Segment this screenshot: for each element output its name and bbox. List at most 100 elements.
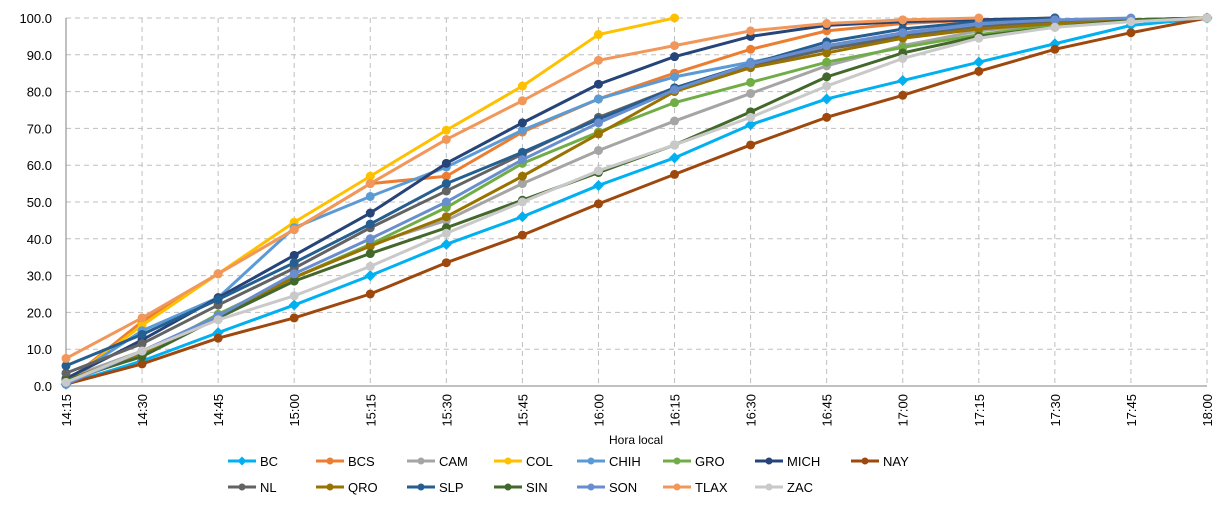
data-point-bcs — [326, 457, 334, 465]
legend-label-mich: MICH — [787, 454, 820, 469]
data-point-cam — [670, 116, 680, 126]
x-tick-label: 17:00 — [896, 394, 911, 427]
legend: BC BCS CAM COL CHIH GRO MICH NAY NL QRO SLP SIN SON T… — [228, 454, 909, 495]
data-point-chih — [587, 457, 595, 465]
data-point-nl — [238, 483, 246, 491]
data-point-slp — [137, 329, 147, 339]
legend-item-bcs: BCS — [316, 454, 375, 469]
data-point-bc — [516, 211, 528, 223]
data-point-tlax — [441, 134, 451, 144]
data-point-son — [746, 59, 756, 69]
data-point-col — [670, 13, 680, 23]
data-point-nay — [441, 258, 451, 268]
data-point-nay — [517, 230, 527, 240]
y-tick-label: 40.0 — [27, 232, 52, 247]
x-tick-labels: 14:15 14:30 14:45 15:00 15:15 15:30 15:45 16:00… — [59, 394, 1215, 427]
data-point-son — [517, 155, 527, 165]
legend-item-tlax: TLAX — [663, 480, 728, 495]
data-point-nay — [898, 90, 908, 100]
series-tlax — [61, 13, 984, 363]
x-tick-label: 16:45 — [820, 394, 835, 427]
legend-label-tlax: TLAX — [695, 480, 728, 495]
data-point-zac — [213, 315, 223, 325]
x-tick-label: 15:30 — [439, 394, 454, 427]
data-point-bc — [440, 238, 452, 250]
data-point-zac — [137, 346, 147, 356]
series-line-bc — [65, 16, 1208, 386]
y-tick-label: 80.0 — [27, 85, 52, 100]
series-line-zac — [65, 16, 1208, 384]
legend-item-gro: GRO — [663, 454, 725, 469]
data-point-nay — [213, 333, 223, 343]
data-point-mich — [670, 52, 680, 62]
y-tick-labels: 0.0 10.0 20.0 30.0 40.0 50.0 60.0 70.0 80.0 90.0 1… — [19, 11, 52, 394]
data-point-tlax — [822, 19, 832, 29]
data-point-nl — [61, 368, 71, 378]
data-point-chih — [593, 94, 603, 104]
data-point-mich — [441, 158, 451, 168]
legend-label-col: COL — [526, 454, 553, 469]
data-point-qro — [441, 212, 451, 222]
legend-label-nl: NL — [260, 480, 277, 495]
legend-label-qro: QRO — [348, 480, 378, 495]
y-tick-label: 70.0 — [27, 121, 52, 136]
data-point-bc — [745, 119, 757, 131]
series-line-slp — [65, 16, 1055, 368]
legend-label-nay: NAY — [883, 454, 909, 469]
data-point-nay — [593, 199, 603, 209]
data-point-bc — [821, 93, 833, 105]
data-point-mich — [289, 250, 299, 260]
x-tick-label: 17:30 — [1048, 394, 1063, 427]
data-point-nay — [861, 457, 869, 465]
x-tick-label: 16:00 — [591, 394, 606, 427]
data-point-zac — [974, 33, 984, 43]
data-point-tlax — [61, 353, 71, 363]
data-point-col — [365, 171, 375, 181]
data-point-gro — [822, 57, 832, 67]
x-axis-title: Hora local — [609, 433, 663, 447]
data-point-zac — [670, 140, 680, 150]
data-point-son — [593, 118, 603, 128]
data-point-slp — [517, 147, 527, 157]
series-line-qro — [65, 16, 1208, 382]
data-point-son — [587, 483, 595, 491]
data-point-gro — [670, 98, 680, 108]
data-point-mich — [765, 457, 773, 465]
data-point-tlax — [746, 26, 756, 36]
legend-item-cam: CAM — [407, 454, 468, 469]
x-tick-label: 15:15 — [363, 394, 378, 427]
series-line-nay — [65, 16, 1208, 386]
data-point-chih — [670, 72, 680, 82]
data-point-chih — [365, 191, 375, 201]
y-tick-label: 90.0 — [27, 48, 52, 63]
y-tick-label: 100.0 — [19, 11, 52, 26]
legend-item-zac: ZAC — [755, 480, 813, 495]
data-point-qro — [326, 483, 334, 491]
data-point-slp — [365, 219, 375, 229]
series-son — [61, 13, 1136, 389]
data-point-nay — [670, 169, 680, 179]
legend-item-chih: CHIH — [577, 454, 641, 469]
legend-label-gro: GRO — [695, 454, 725, 469]
data-point-son — [670, 85, 680, 95]
data-point-gro — [673, 457, 681, 465]
y-tick-label: 50.0 — [27, 195, 52, 210]
data-point-slp — [213, 295, 223, 305]
series-nl — [61, 13, 1212, 378]
data-point-son — [289, 269, 299, 279]
data-point-zac — [61, 377, 71, 387]
legend-item-qro: QRO — [316, 480, 378, 495]
data-point-col — [504, 457, 512, 465]
data-point-mich — [517, 118, 527, 128]
data-point-son — [898, 28, 908, 38]
data-point-zac — [746, 112, 756, 122]
data-point-tlax — [289, 225, 299, 235]
data-point-mich — [365, 208, 375, 218]
x-tick-label: 14:15 — [59, 394, 74, 427]
data-point-qro — [593, 129, 603, 139]
x-tick-label: 17:15 — [972, 394, 987, 427]
data-point-zac — [898, 53, 908, 63]
data-point-zac — [517, 197, 527, 207]
data-point-zac — [289, 291, 299, 301]
data-point-bcs — [441, 171, 451, 181]
